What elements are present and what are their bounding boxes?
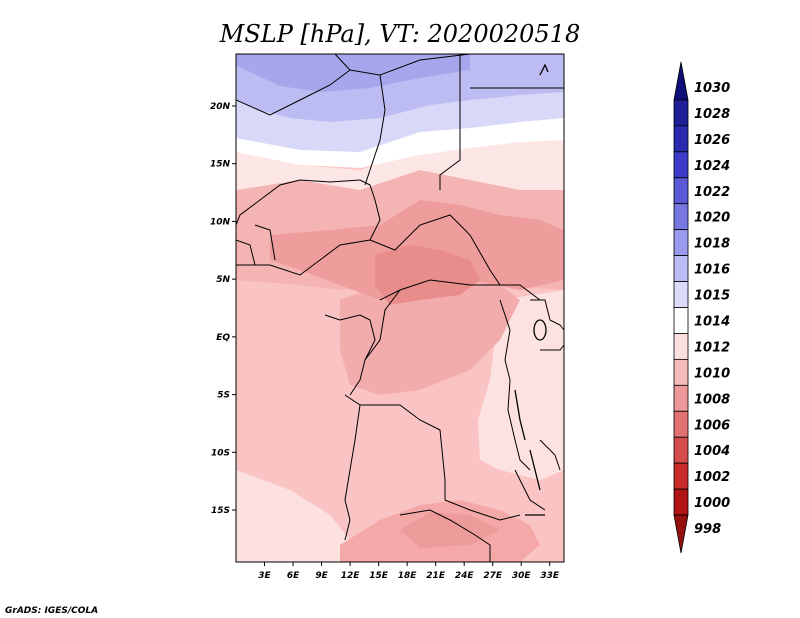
legend-level-label: 1002 [694, 470, 730, 485]
legend-swatch [673, 177, 689, 205]
legend-swatch [673, 229, 689, 257]
grads-credit: GrADS: IGES/COLA [5, 606, 98, 616]
legend-swatch [673, 436, 689, 464]
lat-tick-label: EQ [216, 333, 230, 343]
legend-level-label: 1015 [694, 289, 730, 304]
legend-level-label: 1016 [694, 263, 730, 278]
legend-level-label: 1028 [694, 107, 730, 122]
lon-tick-label: 9E [315, 571, 328, 581]
map-title: MSLP [hPa], VT: 2020020518 [219, 20, 580, 48]
lat-tick-label: 10S [211, 448, 230, 458]
map-frame [235, 53, 565, 563]
legend-level-label: 1004 [694, 444, 730, 459]
lon-tick-label: 15E [369, 571, 389, 581]
legend-swatch [673, 255, 689, 282]
pressure-field-1015-band [236, 115, 564, 168]
lon-tick-label: 30E [512, 571, 532, 581]
lat-tick-label: 20N [210, 102, 231, 112]
legend-swatch [673, 203, 689, 231]
legend-level-label: 1010 [694, 366, 730, 381]
lon-tick-label: 18E [398, 571, 418, 581]
pressure-field-1014-southwest [236, 470, 360, 562]
legend-swatch [673, 384, 689, 412]
pressure-field-1010-central [340, 280, 520, 395]
legend-level-label: 1000 [694, 496, 730, 511]
legend-level-label: 1022 [694, 185, 730, 200]
lakes [514, 63, 549, 516]
legend-arrow-top [673, 61, 689, 101]
legend-swatch [673, 410, 689, 438]
legend-swatch [673, 281, 689, 308]
lon-tick-label: 12E [341, 571, 361, 581]
legend-swatch [673, 333, 689, 360]
lat-tick-label: 5N [216, 275, 230, 285]
legend-swatch [673, 99, 689, 127]
lon-tick-label: 33E [540, 571, 560, 581]
legend-level-label: 1018 [694, 237, 730, 252]
legend-level-label: 1012 [694, 340, 730, 355]
legend-level-label: 1008 [694, 392, 730, 407]
legend-level-label: 1026 [694, 133, 730, 148]
legend-level-label: 1020 [694, 211, 730, 226]
legend-level-label: 1024 [694, 159, 730, 174]
pressure-legend: 1030 1028 1026 1024 1022 1020 1018 1016 1015 1014… [673, 61, 730, 554]
latitude-axis: 20N 15N 10N 5N EQ 5S 10S 15S [210, 102, 236, 516]
legend-swatch [673, 151, 689, 179]
legend-level-label: 998 [694, 522, 721, 537]
lat-tick-label: 5S [217, 391, 230, 401]
pressure-field-1014-band [236, 135, 564, 190]
legend-level-label: 1030 [694, 81, 730, 96]
lat-tick-label: 15S [211, 506, 230, 516]
lon-tick-label: 3E [258, 571, 271, 581]
legend-level-label: 1006 [694, 418, 730, 433]
lat-tick-label: 10N [210, 217, 231, 227]
legend-swatch [673, 358, 689, 386]
lon-tick-label: 24E [455, 571, 475, 581]
legend-swatch [673, 462, 689, 490]
map-area [236, 54, 564, 562]
lon-tick-label: 21E [426, 571, 446, 581]
country-borders [236, 54, 564, 562]
lon-tick-label: 27E [483, 571, 503, 581]
legend-swatch [673, 307, 689, 334]
lon-tick-label: 6E [287, 571, 300, 581]
legend-swatch [673, 125, 689, 153]
lat-tick-label: 15N [210, 160, 231, 170]
longitude-axis: 3E 6E 9E 12E 15E 18E 21E 24E 27E 30E 33E [258, 562, 560, 581]
legend-level-label: 1014 [694, 314, 730, 329]
pressure-field-1008-south [400, 512, 500, 548]
legend-arrow-bottom [673, 514, 689, 554]
legend-swatch [673, 488, 689, 516]
